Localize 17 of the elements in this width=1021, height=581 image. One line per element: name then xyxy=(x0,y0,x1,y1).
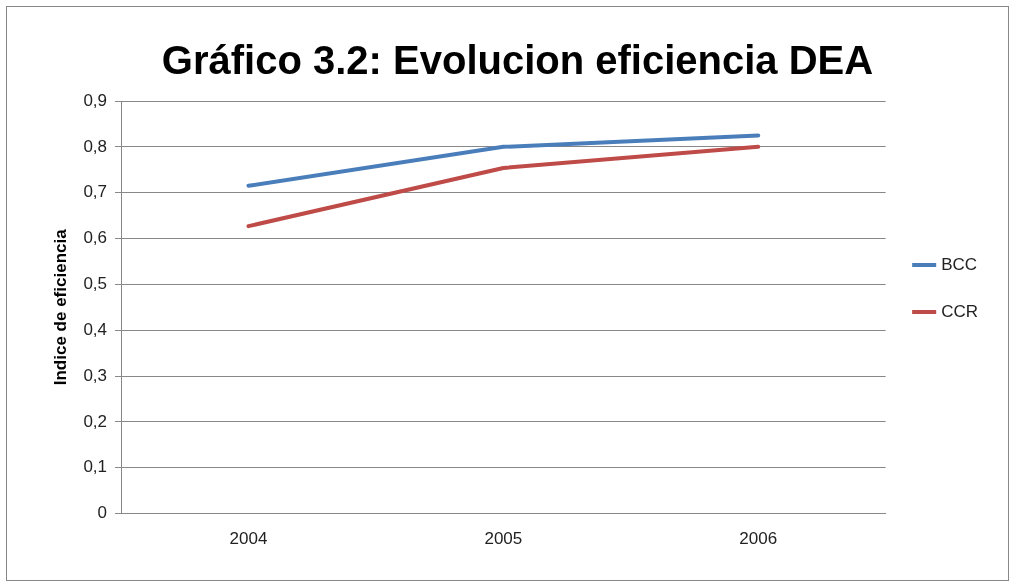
y-axis-title: Indice de eficiencia xyxy=(50,228,70,386)
x-tick-label: 2004 xyxy=(229,529,268,549)
y-tick-label: 0,6 xyxy=(83,228,108,248)
y-tick-label: 0,3 xyxy=(83,365,108,385)
legend-label: CCR xyxy=(941,301,979,321)
x-tick-label: 2005 xyxy=(484,529,523,549)
y-tick-label: 0 xyxy=(97,503,108,523)
y-tick-label: 0,2 xyxy=(83,411,108,431)
y-tick-label: 0,7 xyxy=(83,182,108,202)
chart-title: Gráfico 3.2: Evolucion eficiencia DEA xyxy=(161,38,874,83)
legend-label: BCC xyxy=(941,254,978,274)
y-tick-label: 0,9 xyxy=(83,90,108,110)
y-tick-label: 0,5 xyxy=(83,274,108,294)
x-tick-label: 2006 xyxy=(739,529,778,549)
y-tick-label: 0,4 xyxy=(83,319,108,339)
y-tick-label: 0,8 xyxy=(83,136,108,156)
y-tick-label: 0,1 xyxy=(83,457,108,477)
